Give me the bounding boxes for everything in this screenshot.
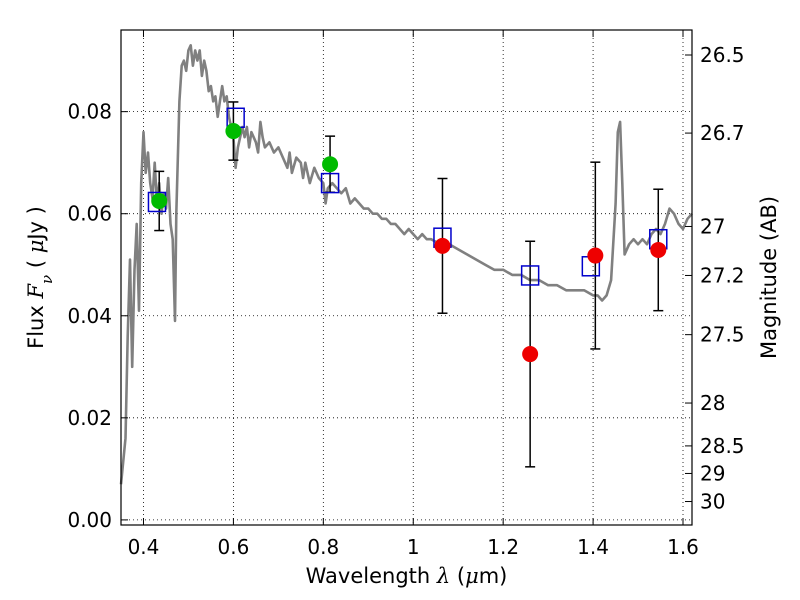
y2-tick-label: 27.2 xyxy=(700,263,745,287)
y-axis-title-open: ( xyxy=(24,253,48,275)
error-bars xyxy=(154,101,664,468)
x-tick-label: 0.8 xyxy=(307,535,339,559)
x-axis-title-lambda: λ xyxy=(436,564,450,588)
x-tick-label: 0.4 xyxy=(128,535,160,559)
x-tick-label: 1.6 xyxy=(667,535,699,559)
y-axis-title-text: Flux xyxy=(24,299,48,349)
model-spectrum xyxy=(119,44,693,485)
observed-point-green xyxy=(225,123,242,140)
observed-point-red xyxy=(587,247,604,264)
y2-tick-label: 27 xyxy=(700,214,725,238)
y2-tick-label: 28.5 xyxy=(700,434,745,458)
observed-photometry-points xyxy=(151,123,667,363)
y-tick-label: 0.00 xyxy=(67,508,112,532)
y-axis-title: Flux Fν ( μJy ) xyxy=(24,206,56,349)
x-tick-label: 1.4 xyxy=(577,535,609,559)
y2-tick-label: 29 xyxy=(700,461,725,485)
y-axis-title-unit: Jy ) xyxy=(24,206,48,242)
observed-point-green xyxy=(322,156,339,173)
synthetic-flux-box xyxy=(320,172,340,194)
x-tick-label: 1.2 xyxy=(487,535,519,559)
x-axis-title-text: Wavelength xyxy=(306,564,437,588)
x-axis-title-mu: μ xyxy=(465,564,479,588)
grid-lines xyxy=(121,30,692,525)
y2-axis-title: Magnitude (AB) xyxy=(757,196,781,359)
y-axis-title-nu: ν xyxy=(38,275,56,284)
x-axis-title-open: ( xyxy=(450,564,465,588)
observed-point-red xyxy=(434,237,451,254)
observed-point-green xyxy=(151,192,168,209)
model-spectrum-line xyxy=(119,44,693,485)
y-tick-label: 0.04 xyxy=(67,304,112,328)
x-tick-label: 0.6 xyxy=(217,535,249,559)
observed-point-red xyxy=(650,241,667,258)
plot-frame xyxy=(120,29,693,526)
axis-ticks: 0.4 0.6 0.8 1 1.2 1.4 1.6 0.00 0.02 0.04 0.06 0.08 2… xyxy=(67,30,745,559)
y-axis-title-f: F xyxy=(24,283,48,300)
y2-tick-label: 26.5 xyxy=(700,43,745,67)
y2-tick-label: 26.7 xyxy=(700,121,745,145)
y-tick-label: 0.06 xyxy=(67,202,112,226)
y2-tick-label: 27.5 xyxy=(700,323,745,347)
y2-tick-label: 28 xyxy=(700,391,725,415)
y-tick-label: 0.08 xyxy=(67,100,112,124)
x-axis-title-unit: m) xyxy=(479,564,508,588)
y2-tick-label: 30 xyxy=(700,490,725,514)
y-axis-title-mu: μ xyxy=(24,240,48,254)
synthetic-flux-box xyxy=(520,265,540,286)
y-tick-label: 0.02 xyxy=(67,406,112,430)
x-axis-title: Wavelength λ (μm) xyxy=(306,564,508,588)
x-tick-label: 1 xyxy=(407,535,420,559)
observed-point-red xyxy=(522,346,539,363)
